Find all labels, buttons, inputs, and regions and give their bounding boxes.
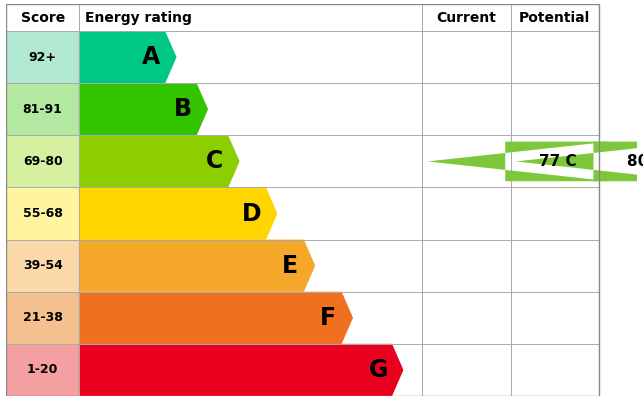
- Polygon shape: [79, 31, 177, 83]
- Text: 21-38: 21-38: [23, 311, 62, 324]
- Polygon shape: [428, 142, 610, 181]
- Text: 39-54: 39-54: [23, 259, 62, 272]
- Polygon shape: [516, 142, 643, 181]
- Polygon shape: [79, 188, 277, 240]
- Text: Score: Score: [21, 10, 65, 24]
- Text: D: D: [242, 202, 262, 226]
- Text: A: A: [142, 45, 161, 69]
- Bar: [6, 292, 79, 344]
- Text: Current: Current: [437, 10, 496, 24]
- Text: F: F: [320, 306, 336, 330]
- Polygon shape: [79, 240, 315, 292]
- Polygon shape: [79, 292, 353, 344]
- Text: 80 C: 80 C: [627, 154, 643, 169]
- Text: 69-80: 69-80: [23, 155, 62, 168]
- Text: 77 C: 77 C: [539, 154, 576, 169]
- Polygon shape: [79, 135, 240, 188]
- Bar: [6, 240, 79, 292]
- Text: E: E: [282, 254, 298, 278]
- Bar: [6, 135, 79, 188]
- Text: 1-20: 1-20: [27, 364, 59, 376]
- Bar: [6, 188, 79, 240]
- Bar: [6, 31, 79, 83]
- Bar: [6, 344, 79, 396]
- Text: 55-68: 55-68: [23, 207, 62, 220]
- Polygon shape: [79, 83, 208, 135]
- Text: Potential: Potential: [519, 10, 590, 24]
- Text: Energy rating: Energy rating: [86, 10, 192, 24]
- Text: 92+: 92+: [29, 51, 57, 64]
- Text: B: B: [174, 97, 192, 121]
- Text: G: G: [368, 358, 388, 382]
- Text: 81-91: 81-91: [23, 103, 62, 116]
- Bar: [6, 83, 79, 135]
- Polygon shape: [79, 344, 403, 396]
- Text: C: C: [206, 150, 223, 174]
